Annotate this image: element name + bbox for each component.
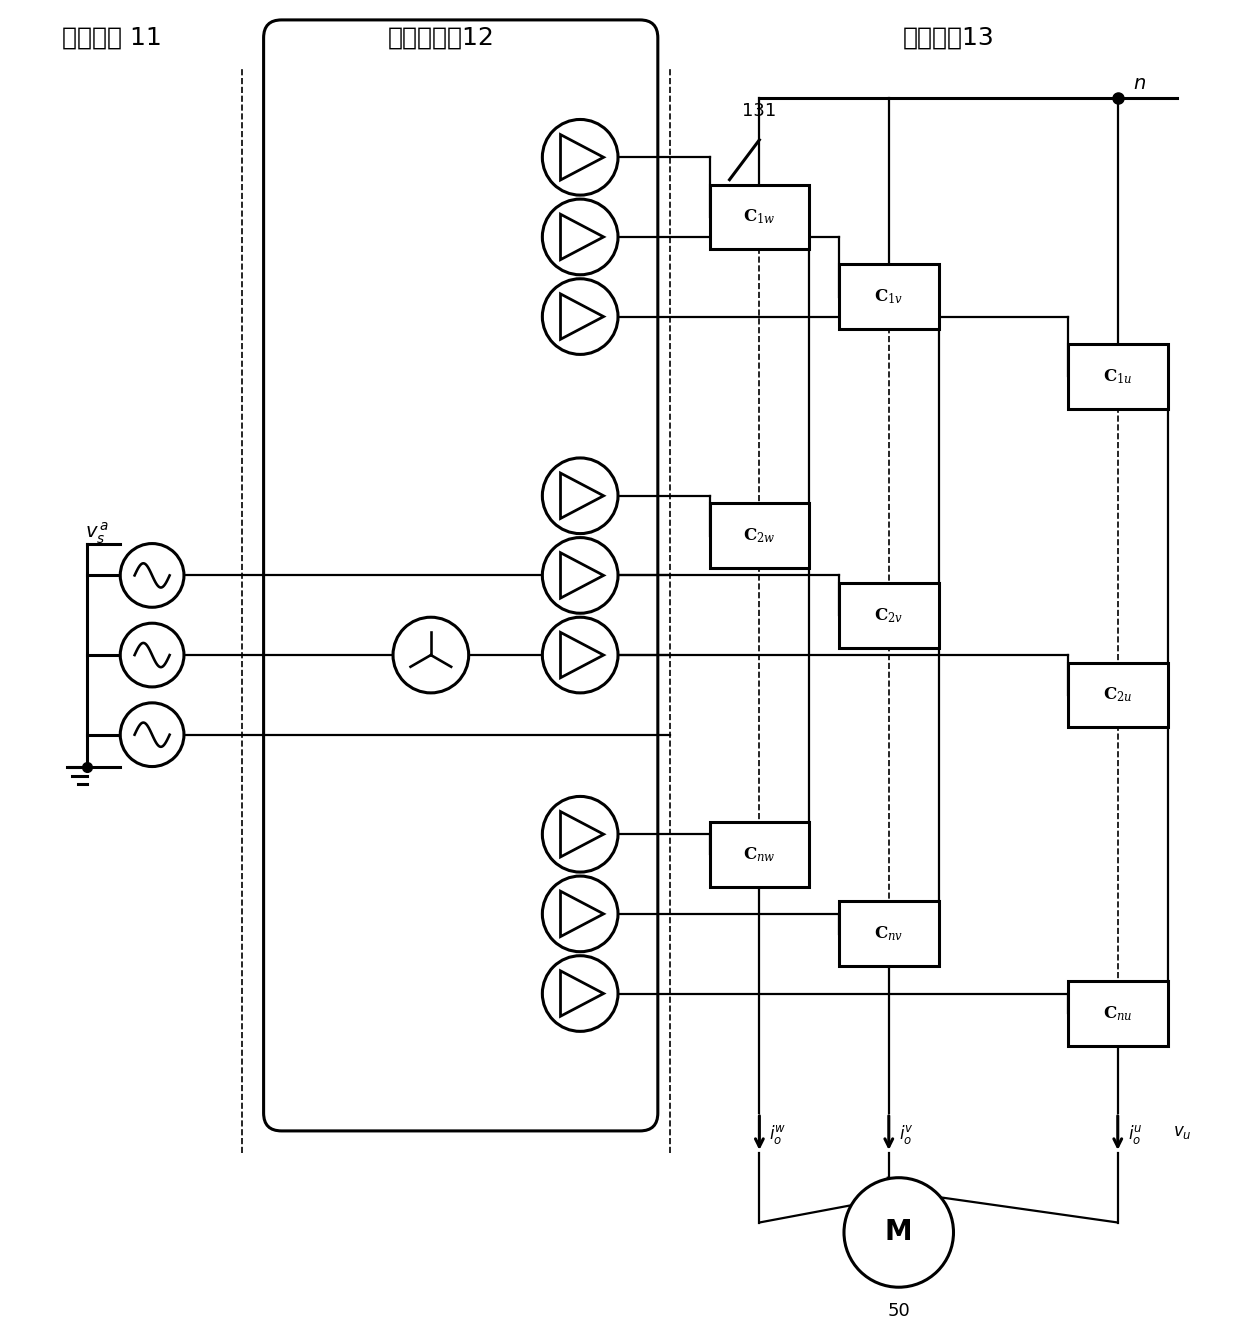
Text: $\mathbf{C}_{nu}$: $\mathbf{C}_{nu}$ (1104, 1004, 1132, 1023)
Bar (839, 583, 939, 647)
Text: $\mathbf{C}_{1v}$: $\mathbf{C}_{1v}$ (874, 287, 904, 306)
Text: $i_o^u$: $i_o^u$ (1127, 1123, 1142, 1145)
Text: $v_s^{\,a}$: $v_s^{\,a}$ (86, 521, 109, 546)
Text: 131: 131 (743, 101, 776, 120)
Text: $\mathbf{C}_{nv}$: $\mathbf{C}_{nv}$ (874, 924, 904, 943)
Circle shape (542, 279, 618, 354)
Bar (839, 901, 939, 967)
Bar (1068, 662, 1168, 728)
Text: $\mathbf{C}_{2u}$: $\mathbf{C}_{2u}$ (1104, 686, 1132, 705)
Text: $i_o^w$: $i_o^w$ (769, 1123, 787, 1145)
Text: $\mathbf{C}_{nw}$: $\mathbf{C}_{nw}$ (743, 845, 776, 864)
Circle shape (542, 119, 618, 195)
Bar (839, 264, 939, 328)
Text: $\mathbf{C}_{2v}$: $\mathbf{C}_{2v}$ (874, 606, 904, 625)
Bar (709, 503, 810, 567)
Text: $v_u$: $v_u$ (1173, 1123, 1192, 1141)
FancyBboxPatch shape (264, 20, 658, 1131)
Circle shape (542, 876, 618, 952)
Text: 高压电源 11: 高压电源 11 (62, 25, 162, 49)
Text: 50: 50 (888, 1302, 910, 1320)
Circle shape (542, 538, 618, 613)
Bar (709, 822, 810, 886)
Bar (1068, 981, 1168, 1045)
Text: 功率电路13: 功率电路13 (903, 25, 994, 49)
Circle shape (542, 617, 618, 693)
Bar (709, 184, 810, 250)
Text: $i_o^v$: $i_o^v$ (899, 1123, 914, 1145)
Circle shape (120, 543, 184, 607)
Circle shape (542, 956, 618, 1032)
Circle shape (120, 623, 184, 688)
Text: $\mathbf{C}_{1w}$: $\mathbf{C}_{1w}$ (743, 208, 776, 227)
Circle shape (542, 199, 618, 275)
Text: $\mathbf{C}_{2w}$: $\mathbf{C}_{2w}$ (743, 526, 776, 545)
Text: 移相变压器12: 移相变压器12 (387, 25, 495, 49)
Circle shape (844, 1177, 954, 1287)
Circle shape (120, 702, 184, 766)
Circle shape (393, 617, 469, 693)
Bar (1068, 344, 1168, 409)
Circle shape (542, 797, 618, 872)
Text: $n$: $n$ (1132, 73, 1146, 92)
Text: M: M (885, 1219, 913, 1247)
Circle shape (542, 458, 618, 534)
Text: $\mathbf{C}_{1u}$: $\mathbf{C}_{1u}$ (1104, 367, 1132, 386)
